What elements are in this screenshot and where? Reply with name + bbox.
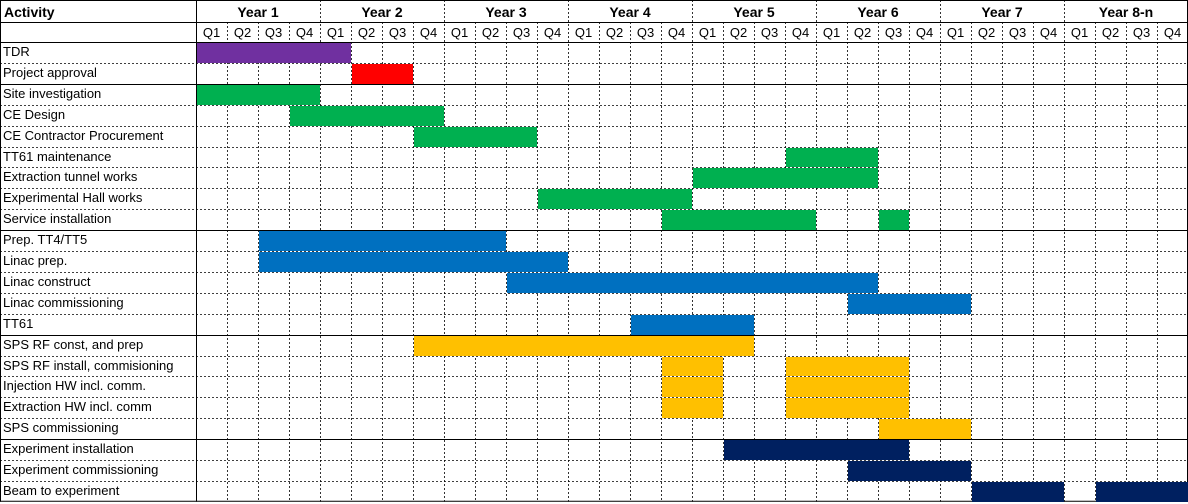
- quarter-tick-label: Q3: [1132, 25, 1151, 40]
- activity-label: Experiment installation: [3, 441, 134, 456]
- gantt-bar: [879, 210, 909, 230]
- quarter-tick-label: Q3: [884, 25, 903, 40]
- quarter-tick-label: Q1: [202, 25, 221, 40]
- gantt-bar: [786, 398, 909, 418]
- gantt-bar: [1096, 482, 1188, 502]
- quarter-tick-label: Q3: [1008, 25, 1027, 40]
- quarter-tick-label: Q2: [481, 25, 500, 40]
- activity-label: Experimental Hall works: [3, 190, 143, 205]
- quarter-tick-label: Q1: [1070, 25, 1089, 40]
- quarter-tick-label: Q1: [450, 25, 469, 40]
- gantt-bar: [259, 252, 568, 272]
- quarter-tick-label: Q4: [667, 25, 686, 40]
- gantt-bar: [662, 377, 723, 397]
- quarter-tick-label: Q1: [822, 25, 841, 40]
- gantt-bar: [786, 357, 909, 376]
- activity-label: CE Contractor Procurement: [3, 128, 164, 143]
- gantt-bar: [662, 210, 816, 230]
- gantt-bar: [290, 106, 444, 126]
- quarter-tick-label: Q2: [1101, 25, 1120, 40]
- gantt-bar: [786, 148, 878, 167]
- quarter-tick-label: Q1: [698, 25, 717, 40]
- year-header: Year 2: [361, 4, 403, 20]
- quarter-tick-label: Q4: [419, 25, 438, 40]
- quarter-tick-label: Q4: [791, 25, 810, 40]
- activity-label: Linac construct: [3, 274, 91, 289]
- activity-header: Activity: [4, 4, 55, 20]
- quarter-tick-label: Q3: [264, 25, 283, 40]
- activity-label: CE Design: [3, 107, 66, 122]
- gantt-bar: [662, 398, 723, 418]
- quarter-tick-label: Q4: [295, 25, 314, 40]
- activity-label: Extraction HW incl. comm: [3, 399, 152, 414]
- gantt-bar: [352, 64, 413, 84]
- quarter-tick-label: Q4: [1163, 25, 1182, 40]
- gantt-bar: [662, 357, 723, 376]
- year-header: Year 1: [237, 4, 279, 20]
- gantt-bar: [538, 189, 692, 209]
- quarter-tick-label: Q2: [605, 25, 624, 40]
- activity-label: TT61 maintenance: [3, 149, 112, 164]
- gantt-bar: [414, 127, 537, 147]
- activity-label: Linac prep.: [3, 253, 68, 268]
- quarter-tick-label: Q3: [636, 25, 655, 40]
- quarter-tick-label: Q1: [946, 25, 965, 40]
- activity-label: Linac commissioning: [3, 295, 124, 310]
- activity-label: Project approval: [3, 65, 97, 80]
- gantt-bar: [972, 482, 1064, 502]
- quarter-tick-label: Q1: [574, 25, 593, 40]
- quarter-tick-label: Q1: [326, 25, 345, 40]
- quarter-tick-label: Q2: [357, 25, 376, 40]
- activity-label: Experiment commissioning: [3, 462, 159, 477]
- gantt-bar: [724, 440, 909, 460]
- quarter-tick-label: Q3: [760, 25, 779, 40]
- year-header: Year 8-n: [1098, 4, 1154, 20]
- gantt-bar: [879, 419, 971, 439]
- year-header: Year 6: [857, 4, 899, 20]
- year-header: Year 3: [485, 4, 527, 20]
- activity-label: Service installation: [3, 211, 112, 226]
- gantt-bar: [848, 461, 971, 481]
- quarter-tick-label: Q2: [729, 25, 748, 40]
- activity-label: Beam to experiment: [3, 483, 120, 498]
- quarter-tick-label: Q3: [388, 25, 407, 40]
- gantt-bar: [507, 273, 878, 293]
- year-header: Year 5: [733, 4, 775, 20]
- gantt-bar: [259, 231, 506, 251]
- quarter-tick-label: Q2: [853, 25, 872, 40]
- gantt-bar: [197, 85, 320, 105]
- quarter-tick-label: Q4: [1039, 25, 1058, 40]
- gantt-bar: [786, 377, 909, 397]
- quarter-tick-label: Q3: [512, 25, 531, 40]
- activity-label: TT61: [3, 316, 34, 331]
- activity-label: SPS RF const, and prep: [3, 337, 144, 352]
- quarter-tick-label: Q2: [233, 25, 252, 40]
- activity-label: SPS RF install, commisioning: [3, 358, 174, 373]
- quarter-tick-label: Q4: [543, 25, 562, 40]
- activity-label: SPS commissioning: [3, 420, 119, 435]
- activity-label: TDR: [3, 44, 30, 59]
- gantt-bar: [693, 168, 878, 188]
- year-header: Year 7: [981, 4, 1023, 20]
- gantt-bar: [848, 294, 971, 314]
- activity-label: Prep. TT4/TT5: [3, 232, 88, 247]
- gantt-bar: [631, 315, 754, 335]
- year-header: Year 4: [609, 4, 651, 20]
- gantt-bar: [197, 43, 351, 63]
- quarter-tick-label: Q4: [915, 25, 934, 40]
- gantt-bar: [414, 336, 754, 356]
- activity-label: Site investigation: [3, 86, 102, 101]
- activity-label: Injection HW incl. comm.: [3, 378, 147, 393]
- quarter-tick-label: Q2: [977, 25, 996, 40]
- activity-label: Extraction tunnel works: [3, 169, 138, 184]
